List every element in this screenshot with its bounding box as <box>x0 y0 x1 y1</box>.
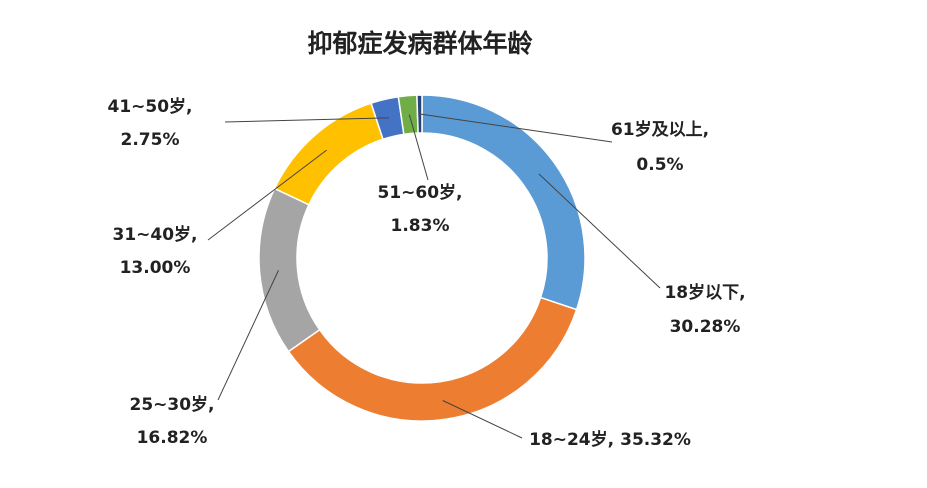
value-label: 13.00% <box>120 258 191 278</box>
value-label: 35.32% <box>620 430 691 450</box>
category-label: 18~24岁, <box>529 429 614 450</box>
category-label: 51~60岁, <box>377 182 462 203</box>
leader-line <box>224 117 389 123</box>
category-label: 31~40岁, <box>112 224 197 245</box>
data-label: 18~24岁, 35.32% <box>529 429 691 450</box>
category-label: 18岁以下, <box>664 282 745 303</box>
donut-slice <box>416 94 423 134</box>
value-label: 30.28% <box>670 317 741 337</box>
leader-line <box>442 400 523 439</box>
leader-line <box>217 270 279 401</box>
value-label: 1.83% <box>391 216 450 236</box>
value-label: 16.82% <box>137 428 208 448</box>
category-label: 41~50岁, <box>107 96 192 117</box>
category-label: 25~30岁, <box>129 394 214 415</box>
leader-line <box>538 173 661 289</box>
value-label: 2.75% <box>121 130 180 150</box>
value-label: 0.5% <box>636 155 683 175</box>
category-label: 61岁及以上, <box>611 119 709 140</box>
leader-line <box>408 114 429 181</box>
leader-line <box>207 149 327 241</box>
chart-title: 抑郁症发病群体年龄 <box>307 29 533 58</box>
leader-line <box>419 113 613 143</box>
